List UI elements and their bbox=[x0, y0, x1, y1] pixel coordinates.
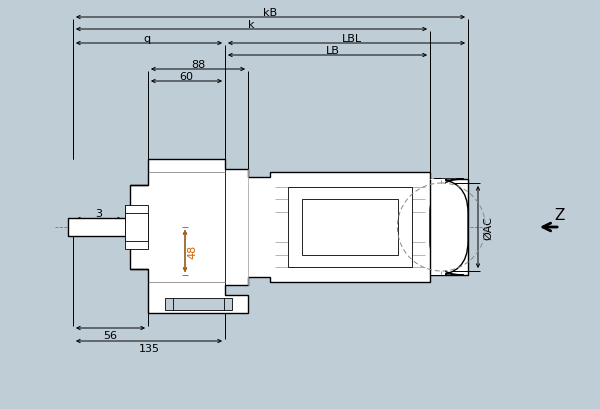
Bar bbox=[125, 213, 148, 241]
Text: kB: kB bbox=[263, 8, 278, 18]
Text: 3: 3 bbox=[95, 209, 103, 218]
Bar bbox=[288, 188, 412, 267]
Text: LB: LB bbox=[326, 46, 340, 56]
Text: Z: Z bbox=[555, 208, 565, 223]
FancyBboxPatch shape bbox=[430, 180, 468, 275]
Bar bbox=[302, 200, 398, 255]
Text: 88: 88 bbox=[191, 60, 205, 70]
Bar bbox=[430, 180, 445, 275]
Text: LBL: LBL bbox=[341, 34, 362, 44]
Text: q: q bbox=[143, 34, 151, 44]
Text: 135: 135 bbox=[139, 343, 160, 353]
Text: k: k bbox=[248, 20, 255, 30]
Text: 48: 48 bbox=[187, 244, 197, 258]
Text: 56: 56 bbox=[104, 330, 118, 340]
Bar bbox=[125, 205, 148, 249]
Polygon shape bbox=[130, 160, 468, 313]
Bar bbox=[165, 298, 232, 310]
Bar bbox=[68, 218, 130, 236]
Text: 60: 60 bbox=[179, 72, 194, 82]
Text: ØAC: ØAC bbox=[483, 216, 493, 239]
